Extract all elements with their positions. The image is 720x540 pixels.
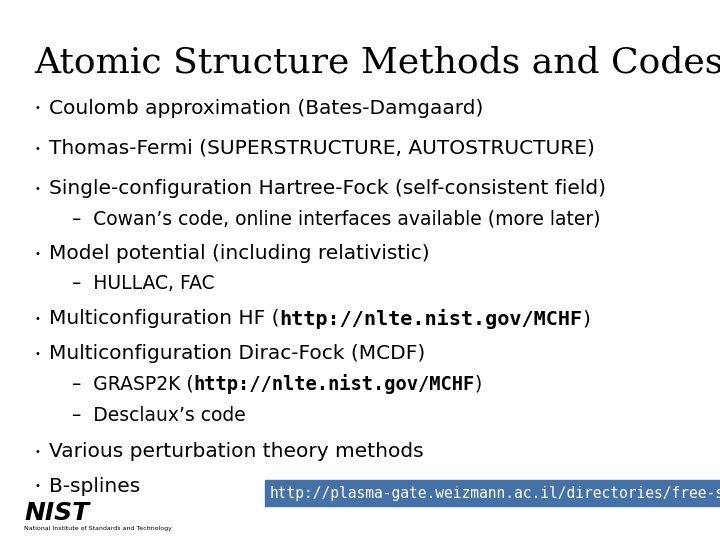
Text: ): ) — [475, 375, 482, 394]
Text: Coulomb approximation (Bates-Damgaard): Coulomb approximation (Bates-Damgaard) — [49, 98, 483, 118]
Text: Thomas-Fermi (SUPERSTRUCTURE, AUTOSTRUCTURE): Thomas-Fermi (SUPERSTRUCTURE, AUTOSTRUCT… — [49, 139, 595, 158]
Text: •: • — [35, 481, 40, 491]
Text: http://nlte.nist.gov/MCHF: http://nlte.nist.gov/MCHF — [279, 308, 582, 329]
Text: –  Desclaux’s code: – Desclaux’s code — [72, 406, 246, 425]
Text: •: • — [35, 349, 40, 359]
Text: Single-configuration Hartree-Fock (self-consistent field): Single-configuration Hartree-Fock (self-… — [49, 179, 606, 199]
Text: •: • — [35, 447, 40, 457]
Text: •: • — [35, 144, 40, 153]
Text: •: • — [35, 249, 40, 259]
Text: Multiconfiguration HF (: Multiconfiguration HF ( — [49, 309, 279, 328]
Text: –  GRASP2K (: – GRASP2K ( — [72, 375, 194, 394]
Text: •: • — [35, 314, 40, 323]
Text: Model potential (including relativistic): Model potential (including relativistic) — [49, 244, 430, 264]
Text: Multiconfiguration Dirac-Fock (MCDF): Multiconfiguration Dirac-Fock (MCDF) — [49, 344, 426, 363]
Text: •: • — [35, 184, 40, 194]
Text: –  HULLAC, FAC: – HULLAC, FAC — [72, 274, 215, 293]
Text: B-splines: B-splines — [49, 476, 140, 496]
Text: •: • — [35, 103, 40, 113]
Text: ): ) — [582, 309, 590, 328]
Text: National Institute of Standards and Technology: National Institute of Standards and Tech… — [24, 525, 172, 531]
Text: NIST: NIST — [24, 501, 89, 525]
Text: Various perturbation theory methods: Various perturbation theory methods — [49, 442, 423, 462]
Text: –  Cowan’s code, online interfaces available (more later): – Cowan’s code, online interfaces availa… — [72, 209, 600, 228]
Text: Atomic Structure Methods and Codes: Atomic Structure Methods and Codes — [35, 46, 720, 80]
Text: http://nlte.nist.gov/MCHF: http://nlte.nist.gov/MCHF — [194, 374, 475, 395]
Text: http://plasma-gate.weizmann.ac.il/directories/free-software/: http://plasma-gate.weizmann.ac.il/direct… — [270, 485, 720, 501]
